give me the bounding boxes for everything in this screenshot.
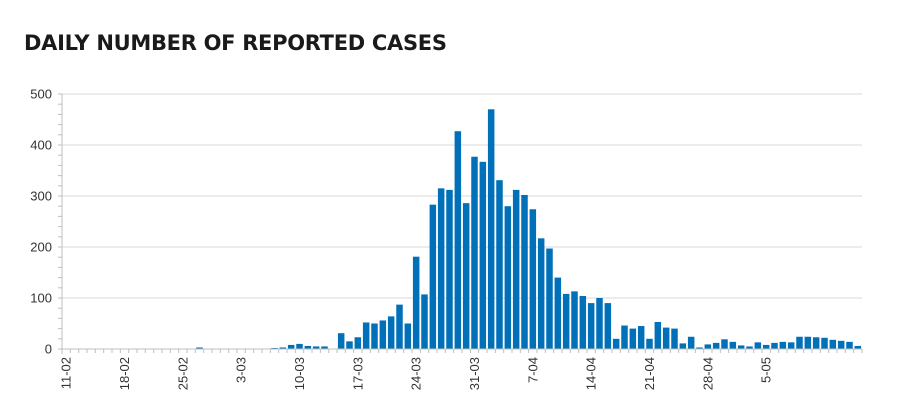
bar [537, 238, 545, 349]
bars [196, 109, 862, 349]
bar [621, 325, 628, 349]
bar [671, 328, 678, 349]
bar [471, 156, 478, 349]
x-tick-label: 14-04 [584, 357, 599, 390]
bar [429, 204, 437, 349]
bar [521, 194, 528, 349]
bar [396, 304, 403, 349]
bar [587, 303, 595, 349]
bar [437, 188, 445, 349]
bar [562, 293, 570, 349]
bar [487, 109, 495, 349]
bar [696, 347, 703, 349]
bar [462, 203, 470, 349]
bar [846, 341, 853, 349]
bar [271, 347, 278, 349]
bar [304, 345, 312, 349]
bar [312, 346, 320, 349]
y-tick-label: 100 [30, 291, 52, 306]
bar [512, 189, 520, 349]
bar [654, 321, 662, 349]
bar [612, 338, 620, 349]
bar [629, 328, 637, 349]
x-tick-label: 7-04 [525, 357, 540, 383]
bar [596, 298, 603, 349]
y-tick-label: 300 [30, 189, 52, 204]
gridlines [62, 93, 862, 299]
bar [421, 294, 428, 349]
bar [546, 248, 553, 349]
bar [804, 336, 812, 349]
bar [287, 344, 295, 349]
bar [737, 345, 745, 349]
x-tick-label: 10-03 [292, 357, 307, 390]
bar [404, 323, 412, 349]
bar [454, 131, 462, 349]
bar [646, 338, 653, 349]
bar [371, 323, 378, 349]
bar [837, 340, 845, 349]
bar [779, 341, 787, 349]
x-tick-label: 25-02 [175, 357, 190, 390]
bar [337, 333, 345, 349]
bar [446, 189, 453, 349]
bar [637, 326, 645, 349]
bar [296, 343, 303, 349]
bar [787, 342, 795, 349]
bar [479, 161, 487, 349]
bar [579, 295, 587, 349]
bar [712, 342, 720, 349]
bar [571, 291, 578, 349]
bar [412, 256, 420, 349]
bar [362, 322, 370, 349]
bar [854, 345, 862, 349]
bar [762, 344, 770, 349]
x-tick-label: 28-04 [700, 357, 715, 390]
bar [729, 341, 737, 349]
bar [196, 347, 203, 349]
chart-title: DAILY NUMBER OF REPORTED CASES [24, 31, 447, 55]
bar [529, 209, 537, 349]
bar [829, 339, 837, 349]
x-tick-label: 24-03 [409, 357, 424, 390]
bar [604, 303, 612, 349]
bar [321, 346, 328, 349]
x-tick-label: 17-03 [350, 357, 365, 390]
bar [554, 277, 562, 349]
axes [58, 93, 863, 354]
x-tick-labels: 11-02 18-02 25-02 3-03 10-03 17-03 24-03 31-03 7… [59, 357, 774, 390]
y-tick-label: 400 [30, 138, 52, 153]
bar [754, 342, 762, 349]
x-tick-label: 18-02 [117, 357, 132, 390]
bar [721, 339, 728, 349]
bar [687, 336, 695, 349]
bar [354, 337, 362, 349]
x-tick-label: 11-02 [59, 357, 74, 389]
bar [662, 327, 670, 349]
x-tick-label: 3-03 [234, 357, 249, 383]
x-tick-label: 21-04 [642, 357, 657, 390]
bar [812, 337, 820, 349]
bar [679, 343, 687, 349]
y-tick-label: 200 [30, 240, 52, 255]
y-tick-label: 0 [45, 342, 52, 357]
bar [379, 320, 387, 349]
bar [821, 337, 828, 349]
bar [504, 206, 512, 349]
bar [346, 341, 353, 349]
bar [746, 346, 753, 349]
x-tick-label: 5-05 [759, 357, 774, 383]
bar [704, 344, 712, 349]
bar [771, 342, 778, 349]
bar [279, 347, 287, 349]
x-tick-label: 31-03 [467, 357, 482, 390]
bar [496, 180, 503, 349]
bar [387, 316, 395, 349]
bar [796, 336, 803, 349]
y-tick-label: 500 [30, 87, 52, 102]
y-tick-labels: 0 100 200 300 400 500 [30, 87, 52, 357]
